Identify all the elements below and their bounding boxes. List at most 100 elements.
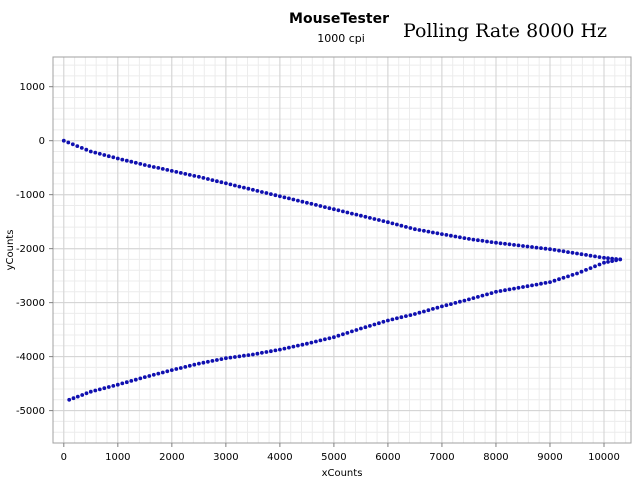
data-point	[413, 227, 417, 232]
chart-annotation: Polling Rate 8000 Hz	[403, 20, 607, 42]
x-tick-label: 4000	[267, 452, 292, 463]
data-point	[548, 247, 552, 252]
data-point	[417, 310, 422, 315]
data-point	[264, 191, 269, 195]
data-point	[300, 199, 305, 204]
data-point	[597, 255, 602, 259]
data-point	[332, 207, 336, 212]
data-point	[503, 288, 507, 293]
data-point	[102, 153, 107, 157]
data-point	[156, 371, 161, 376]
y-tick-label: -2000	[16, 244, 45, 255]
data-point	[178, 171, 183, 175]
data-point	[192, 174, 197, 178]
chart-title: MouseTester	[289, 11, 389, 27]
x-tick-label: 9000	[537, 452, 562, 463]
data-point	[305, 341, 309, 346]
data-point	[251, 187, 255, 192]
data-point	[88, 149, 93, 154]
data-point	[255, 351, 260, 356]
data-point	[120, 157, 125, 162]
data-point	[80, 393, 85, 397]
data-point	[471, 296, 476, 300]
data-point	[516, 285, 521, 290]
data-point	[566, 250, 570, 255]
grid-major	[53, 57, 631, 443]
data-point	[269, 349, 273, 354]
plot-area	[52, 56, 632, 444]
data-point	[142, 375, 147, 379]
data-point	[377, 218, 381, 222]
y-tick-label: -3000	[16, 298, 45, 309]
data-point	[485, 292, 489, 297]
data-point	[548, 280, 552, 284]
data-point	[480, 293, 485, 298]
data-point	[93, 388, 98, 393]
data-point	[431, 307, 435, 311]
x-tick-label: 7000	[429, 452, 454, 463]
data-point	[377, 321, 381, 326]
data-point	[336, 333, 341, 338]
data-point	[102, 386, 107, 391]
data-point	[534, 282, 539, 287]
data-point	[106, 385, 111, 389]
data-point	[521, 285, 525, 289]
data-point	[79, 146, 84, 150]
data-point	[462, 236, 467, 241]
data-point	[206, 359, 210, 364]
data-point	[467, 297, 471, 302]
data-point	[435, 231, 440, 236]
data-point	[124, 380, 129, 385]
data-point	[246, 186, 251, 191]
data-point	[273, 193, 278, 198]
data-point	[224, 356, 228, 361]
data-point	[543, 246, 548, 251]
data-point	[579, 269, 584, 274]
data-point	[512, 243, 516, 247]
data-point	[282, 195, 287, 200]
data-point	[93, 150, 98, 155]
data-point	[359, 326, 363, 331]
data-point	[201, 176, 206, 180]
data-point	[142, 163, 147, 167]
data-point	[417, 228, 422, 232]
data-point	[215, 179, 219, 184]
data-point	[462, 298, 467, 303]
data-point	[453, 234, 458, 239]
data-point	[156, 166, 161, 170]
data-point	[309, 340, 314, 345]
data-point	[399, 223, 404, 228]
data-point	[133, 160, 138, 165]
data-point	[160, 370, 165, 375]
data-point	[332, 335, 336, 340]
data-point	[381, 319, 386, 324]
data-point	[133, 377, 138, 382]
data-point	[237, 354, 242, 359]
data-point	[296, 343, 300, 348]
x-tick-label: 5000	[321, 452, 346, 463]
data-point	[318, 338, 323, 343]
data-point	[359, 213, 363, 218]
data-point	[67, 397, 72, 402]
data-point	[350, 211, 354, 216]
data-point	[575, 271, 579, 276]
data-point	[440, 232, 444, 237]
data-point	[169, 368, 174, 372]
data-point	[255, 189, 260, 193]
data-point	[467, 237, 471, 241]
data-point	[530, 283, 534, 288]
data-point	[534, 245, 539, 250]
data-point	[151, 165, 156, 169]
data-point	[426, 229, 431, 234]
data-point	[84, 391, 89, 396]
data-point	[476, 295, 480, 299]
data-point	[75, 144, 80, 149]
data-point	[372, 217, 377, 221]
data-point	[323, 205, 327, 210]
data-point	[75, 394, 80, 399]
data-point	[165, 168, 170, 172]
data-point	[165, 369, 170, 374]
data-point	[138, 376, 143, 381]
data-point	[260, 190, 264, 194]
data-point	[219, 180, 224, 185]
